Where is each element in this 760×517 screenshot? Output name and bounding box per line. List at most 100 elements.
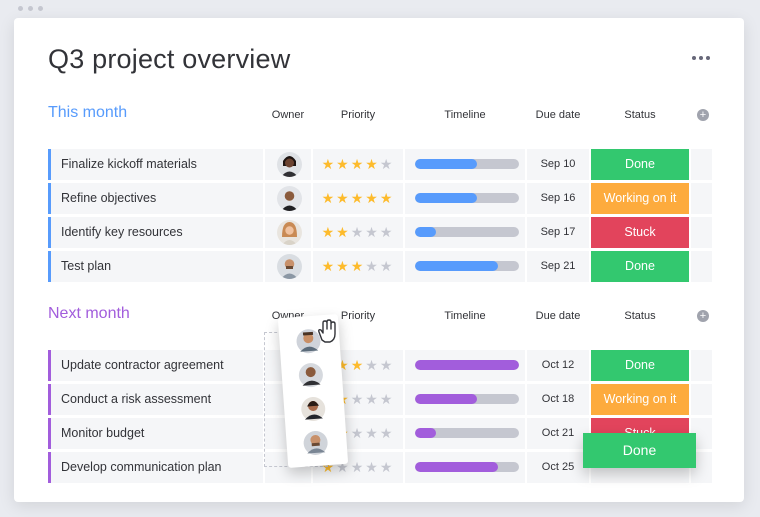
add-column-icon[interactable]: + [697, 310, 709, 322]
timeline-cell[interactable] [405, 350, 525, 381]
due-date[interactable]: Sep 17 [527, 217, 589, 248]
status-badge[interactable]: Done [591, 251, 689, 282]
status-badge[interactable]: Done [591, 149, 689, 180]
star-icon[interactable]: ★ [321, 258, 337, 274]
star-icon[interactable]: ★ [379, 156, 395, 172]
due-date[interactable]: Sep 21 [527, 251, 589, 282]
star-icon[interactable]: ★ [365, 156, 380, 172]
group-title[interactable]: Next month [48, 305, 130, 322]
owner-drag-card[interactable] [277, 314, 349, 468]
dragging-status-chip[interactable]: Done [583, 433, 696, 468]
status-badge[interactable]: Stuck [591, 217, 689, 248]
avatar[interactable] [277, 152, 302, 177]
star-icon[interactable]: ★ [379, 425, 395, 441]
header-timeline[interactable]: Timeline [444, 109, 486, 121]
star-icon[interactable]: ★ [321, 190, 337, 206]
star-icon[interactable]: ★ [350, 357, 366, 373]
star-icon[interactable]: ★ [365, 258, 380, 274]
status-badge[interactable]: Working on it [591, 183, 689, 214]
star-icon[interactable]: ★ [379, 258, 395, 274]
item-name[interactable]: Conduct a risk assessment [48, 384, 263, 415]
star-icon[interactable]: ★ [365, 190, 380, 206]
star-icon[interactable]: ★ [336, 258, 351, 274]
table-row[interactable]: Refine objectives ★★★★★ Sep 16 Working on i… [48, 183, 712, 214]
avatar[interactable] [293, 359, 329, 391]
table-row[interactable]: Conduct a risk assessment★★★★★Oct 18Work… [48, 384, 712, 415]
avatar[interactable] [277, 254, 302, 279]
due-date[interactable]: Oct 21 [527, 418, 589, 449]
timeline-cell[interactable] [405, 217, 525, 248]
star-icon[interactable]: ★ [379, 224, 395, 240]
priority-rating[interactable]: ★★★★★ [313, 217, 403, 248]
timeline-cell[interactable] [405, 418, 525, 449]
item-name[interactable]: Monitor budget [48, 418, 263, 449]
priority-rating[interactable]: ★★★★★ [313, 251, 403, 282]
star-icon[interactable]: ★ [321, 156, 337, 172]
table-row[interactable]: Test plan ★★★★★ Sep 21 Done [48, 251, 712, 282]
table-row[interactable]: Update contractor agreement★★★★★Oct 12Do… [48, 350, 712, 381]
star-icon[interactable]: ★ [350, 224, 366, 240]
timeline-cell[interactable] [405, 149, 525, 180]
star-icon[interactable]: ★ [350, 425, 366, 441]
star-icon[interactable]: ★ [365, 425, 380, 441]
table-row[interactable]: Develop communication plan ★★★★★ Oct 25 [48, 452, 712, 483]
avatar[interactable] [291, 325, 327, 357]
due-date[interactable]: Sep 10 [527, 149, 589, 180]
group-title[interactable]: This month [48, 104, 128, 121]
timeline-cell[interactable] [405, 384, 525, 415]
star-icon[interactable]: ★ [365, 459, 380, 475]
star-icon[interactable]: ★ [336, 190, 351, 206]
priority-rating[interactable]: ★★★★★ [313, 183, 403, 214]
owner-cell[interactable] [265, 149, 311, 180]
due-date[interactable]: Oct 18 [527, 384, 589, 415]
item-name[interactable]: Refine objectives [48, 183, 263, 214]
header-status[interactable]: Status [624, 109, 656, 121]
avatar[interactable] [277, 220, 302, 245]
owner-cell[interactable] [265, 251, 311, 282]
status-badge[interactable]: Done [591, 350, 689, 381]
due-date[interactable]: Oct 12 [527, 350, 589, 381]
add-column-icon[interactable]: + [697, 109, 709, 121]
star-icon[interactable]: ★ [365, 224, 380, 240]
star-icon[interactable]: ★ [379, 391, 395, 407]
star-icon[interactable]: ★ [379, 459, 395, 475]
timeline-cell[interactable] [405, 183, 525, 214]
priority-rating[interactable]: ★★★★★ [313, 149, 403, 180]
star-icon[interactable]: ★ [350, 459, 366, 475]
more-options-icon[interactable] [692, 56, 710, 60]
table-row[interactable]: Finalize kickoff materials ★★★★★ Sep 10 Don… [48, 149, 712, 180]
avatar[interactable] [277, 186, 302, 211]
star-icon[interactable]: ★ [336, 156, 351, 172]
item-name[interactable]: Test plan [48, 251, 263, 282]
status-badge[interactable]: Working on it [591, 384, 689, 415]
header-priority[interactable]: Priority [340, 109, 376, 121]
item-name[interactable]: Update contractor agreement [48, 350, 263, 381]
due-date[interactable]: Oct 25 [527, 452, 589, 483]
header-owner[interactable]: Owner [271, 109, 305, 121]
item-name[interactable]: Identify key resources [48, 217, 263, 248]
star-icon[interactable]: ★ [350, 391, 366, 407]
item-name[interactable]: Finalize kickoff materials [48, 149, 263, 180]
star-icon[interactable]: ★ [350, 156, 366, 172]
item-name[interactable]: Develop communication plan [48, 452, 263, 483]
table-row[interactable]: Identify key resources ★★★★★ Sep 17 Stuck [48, 217, 712, 248]
owner-cell[interactable] [265, 217, 311, 248]
header-status[interactable]: Status [624, 310, 656, 322]
avatar[interactable] [295, 393, 331, 425]
header-due-date[interactable]: Due date [535, 109, 581, 121]
due-date[interactable]: Sep 16 [527, 183, 589, 214]
avatar[interactable] [298, 427, 334, 459]
header-timeline[interactable]: Timeline [444, 310, 486, 322]
star-icon[interactable]: ★ [379, 357, 395, 373]
owner-cell[interactable] [265, 183, 311, 214]
timeline-cell[interactable] [405, 251, 525, 282]
star-icon[interactable]: ★ [379, 190, 395, 206]
header-due-date[interactable]: Due date [535, 310, 581, 322]
star-icon[interactable]: ★ [350, 190, 366, 206]
star-icon[interactable]: ★ [365, 391, 380, 407]
star-icon[interactable]: ★ [365, 357, 380, 373]
star-icon[interactable]: ★ [350, 258, 366, 274]
star-icon[interactable]: ★ [336, 224, 351, 240]
header-priority[interactable]: Priority [340, 310, 376, 322]
timeline-cell[interactable] [405, 452, 525, 483]
